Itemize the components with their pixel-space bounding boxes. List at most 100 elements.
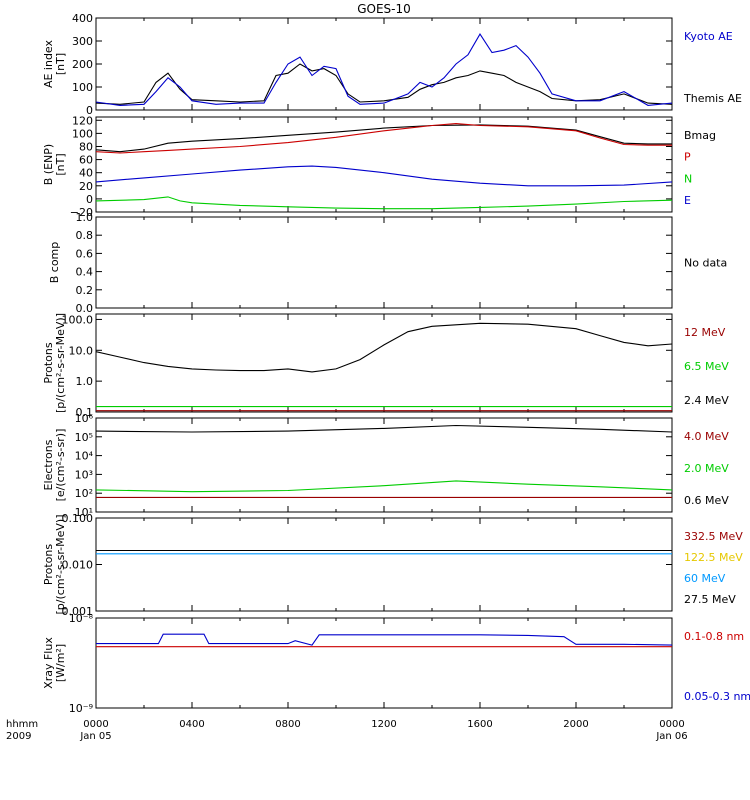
x-date-label: Jan 06: [655, 731, 687, 742]
legend-label: P: [684, 151, 691, 164]
y-tick-label: 40: [79, 167, 93, 180]
y-tick-label: 100: [72, 81, 93, 94]
y-tick-label: 120: [72, 114, 93, 127]
legend-label: 0.05-0.3 nm: [684, 690, 750, 703]
panel-ae: 0 100 200 300 400 AE index [nT] Kyoto AE Themis …: [42, 12, 742, 117]
panel-protons_low: 0.1 1.0 10.0 100.0 Protons [p/(cm²-s-sr-MeV)]…: [42, 313, 729, 419]
panel-electrons: 10¹ 10² 10³ 10⁴ 10⁵ 10⁶ Electrons [e/(cm²-s-sr)…: [42, 412, 729, 519]
y-tick-label: 80: [79, 140, 93, 153]
series-line-0-05-0-3-nm: [96, 633, 672, 646]
x-tick-label: 0800: [275, 719, 300, 730]
y-axis-label: [W/m²]: [54, 644, 67, 682]
x-tick-label: 2000: [563, 719, 588, 730]
y-axis-label: [nT]: [54, 53, 67, 75]
y-tick-label: 0.100: [62, 512, 94, 525]
y-axis-label: Xray Flux: [42, 637, 55, 689]
y-tick-label: 20: [79, 180, 93, 193]
legend-label: 27.5 MeV: [684, 593, 736, 606]
y-axis-label: B comp: [48, 242, 61, 284]
y-axis-label: Protons: [42, 544, 55, 585]
series-group: [96, 123, 672, 210]
y-tick-label: 10⁻⁹: [69, 702, 93, 715]
legend-label: 2.0 MeV: [684, 462, 729, 475]
series-group: [96, 549, 672, 555]
legend-label: 122.5 MeV: [684, 551, 743, 564]
y-tick-label: 0: [86, 193, 93, 206]
y-tick-label: 0.4: [76, 266, 94, 279]
y-tick-label: 10⁻⁸: [69, 612, 94, 625]
series-line-2-0-mev: [96, 480, 672, 493]
y-tick-label: −20: [70, 206, 93, 219]
y-tick-label: 10³: [75, 468, 93, 481]
series-line-p: [96, 123, 672, 154]
y-tick-label: 60: [79, 154, 93, 167]
y-tick-label: 0.1: [76, 406, 94, 419]
y-tick-label: 0.6: [76, 247, 94, 260]
x-date-label: Jan 05: [79, 731, 111, 742]
legend-label: 4.0 MeV: [684, 430, 729, 443]
y-tick-label: 0.010: [62, 559, 94, 572]
y-tick-label: 1.0: [76, 211, 94, 224]
y-tick-label: 10²: [75, 487, 93, 500]
y-axis-label: B (ENP): [42, 144, 55, 185]
footer-year-label: 2009: [6, 731, 31, 742]
legend-label: Kyoto AE: [684, 30, 733, 43]
legend-label: 60 MeV: [684, 572, 726, 585]
y-tick-label: 1.0: [76, 375, 94, 388]
series-line-themis-ae: [96, 63, 672, 105]
series-line-kyoto-ae: [96, 33, 672, 106]
series-line-2-4-mev: [96, 322, 672, 373]
panel-frame: [95, 517, 673, 612]
y-axis-label: [p/(cm²-s-sr-MeV)]: [54, 313, 67, 413]
y-tick-label: 100: [72, 127, 93, 140]
series-line-0-6-mev: [96, 424, 672, 433]
panel-frame: [95, 313, 673, 413]
panel-xray: 10⁻⁹ 10⁻⁸ Xray Flux [W/m²] 0.1-0.8 nm 0.05-0.…: [42, 612, 750, 715]
legend-label: Themis AE: [683, 92, 742, 105]
y-axis-label: Protons: [42, 342, 55, 383]
y-tick-label: 200: [72, 58, 93, 71]
series-group: [96, 33, 672, 106]
legend-label: Bmag: [684, 129, 716, 142]
y-tick-label: 100.0: [62, 313, 94, 326]
y-tick-label: 0.001: [62, 605, 94, 618]
panel-frame: [95, 216, 673, 309]
y-axis-label: [p/(cm²-s-sr-MeV)]: [54, 515, 67, 615]
series-group: [96, 322, 672, 412]
y-tick-label: 400: [72, 12, 93, 25]
series-group: [96, 424, 672, 498]
y-tick-label: 300: [72, 35, 93, 48]
series-line-bmag: [96, 124, 672, 153]
panel-bcomp: 0.0 0.2 0.4 0.6 0.8 1.0 B comp No data: [48, 211, 727, 315]
panel-frame: [95, 17, 673, 111]
x-tick-label: 1200: [371, 719, 396, 730]
footer-time-label: hhmm: [6, 719, 38, 730]
panel-frame: [95, 617, 673, 709]
x-tick-label: 1600: [467, 719, 492, 730]
y-tick-label: 10¹: [75, 506, 93, 519]
x-tick-label: 0400: [179, 719, 204, 730]
y-axis-label: [nT]: [54, 153, 67, 175]
y-tick-label: 0.8: [76, 229, 94, 242]
panel-protons_high: 0.001 0.010 0.100 Protons [p/(cm²-s-sr-MeV)]…: [42, 512, 743, 618]
legend-label: N: [684, 172, 692, 185]
series-group: [96, 633, 672, 648]
plot-title: GOES-10: [357, 2, 411, 16]
series-line-e: [96, 165, 672, 187]
x-tick-label: 0000: [659, 719, 684, 730]
y-tick-label: 10⁴: [75, 450, 94, 463]
legend-label: 332.5 MeV: [684, 530, 743, 543]
series-line-n: [96, 196, 672, 210]
y-axis-label: Electrons: [42, 439, 55, 490]
x-tick-label: 0000: [83, 719, 108, 730]
legend-label: 6.5 MeV: [684, 360, 729, 373]
y-tick-label: 0: [86, 104, 93, 117]
legend-label: 0.6 MeV: [684, 494, 729, 507]
legend-label: 0.1-0.8 nm: [684, 630, 744, 643]
legend-label: E: [684, 194, 691, 207]
y-tick-label: 10⁶: [75, 412, 94, 425]
